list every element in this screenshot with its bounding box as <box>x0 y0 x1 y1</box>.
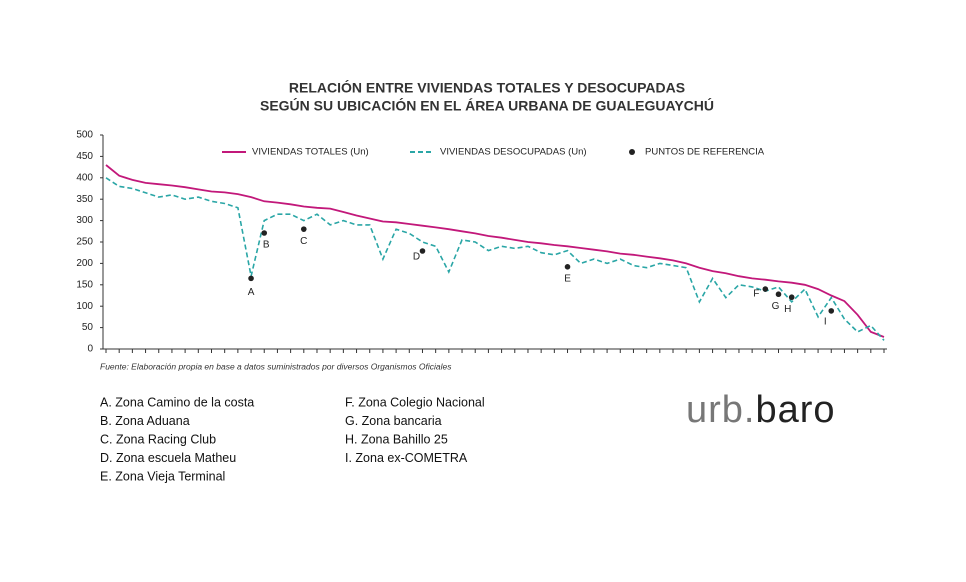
y-tick-label: 50 <box>82 322 94 333</box>
zone-item: D. Zona escuela Matheu <box>100 451 236 465</box>
series-line <box>105 177 885 341</box>
y-tick-label: 150 <box>76 279 93 290</box>
zone-item: A. Zona Camino de la costa <box>100 395 254 409</box>
reference-point <box>788 294 795 301</box>
y-tick-label: 100 <box>76 301 93 312</box>
y-tick-label: 300 <box>76 215 93 226</box>
y-tick-label: 250 <box>76 237 93 248</box>
reference-point <box>261 230 268 236</box>
point-label: H <box>784 304 791 315</box>
series-line <box>105 164 885 338</box>
logo-part: baro <box>755 389 835 431</box>
point-label: E <box>564 273 571 284</box>
zone-item: F. Zona Colegio Nacional <box>345 395 485 409</box>
point-label: F <box>753 289 759 300</box>
y-tick-label: 0 <box>87 344 93 355</box>
zone-item: E. Zona Vieja Terminal <box>100 469 225 483</box>
y-tick-label: 400 <box>76 172 93 183</box>
point-label: C <box>300 236 307 247</box>
reference-point <box>564 264 571 270</box>
legend-label: VIVIENDAS TOTALES (Un) <box>252 147 369 158</box>
zone-item: B. Zona Aduana <box>100 414 190 428</box>
reference-point <box>775 291 782 298</box>
point-label: G <box>772 301 780 312</box>
reference-point <box>828 308 835 314</box>
chart-title: SEGÚN SU UBICACIÓN EN EL ÁREA URBANA DE … <box>260 97 714 114</box>
point-label: A <box>248 287 255 298</box>
legend-label: PUNTOS DE REFERENCIA <box>645 147 765 158</box>
zone-item: H. Zona Bahillo 25 <box>345 432 448 446</box>
zone-item: G. Zona bancaria <box>345 414 442 428</box>
legend-marker <box>629 149 635 155</box>
y-tick-label: 500 <box>76 130 93 141</box>
legend-label: VIVIENDAS DESOCUPADAS (Un) <box>440 147 587 158</box>
logo: urb.baro <box>686 389 836 431</box>
reference-point <box>762 286 769 292</box>
point-label: I <box>824 317 827 328</box>
zone-item: I. Zona ex-COMETRA <box>345 451 468 465</box>
reference-point <box>419 248 426 254</box>
y-tick-label: 450 <box>76 151 93 162</box>
reference-point <box>300 226 307 232</box>
chart-title: RELACIÓN ENTRE VIVIENDAS TOTALES Y DESOC… <box>289 79 685 96</box>
reference-point <box>248 275 254 282</box>
point-label: B <box>263 240 270 251</box>
y-tick-label: 200 <box>76 258 93 269</box>
logo-part: urb. <box>686 389 755 431</box>
point-label: D <box>413 252 420 263</box>
zone-item: C. Zona Racing Club <box>100 432 216 446</box>
source: Fuente: Elaboración propia en base a dat… <box>100 361 452 371</box>
y-tick-label: 350 <box>76 194 93 205</box>
